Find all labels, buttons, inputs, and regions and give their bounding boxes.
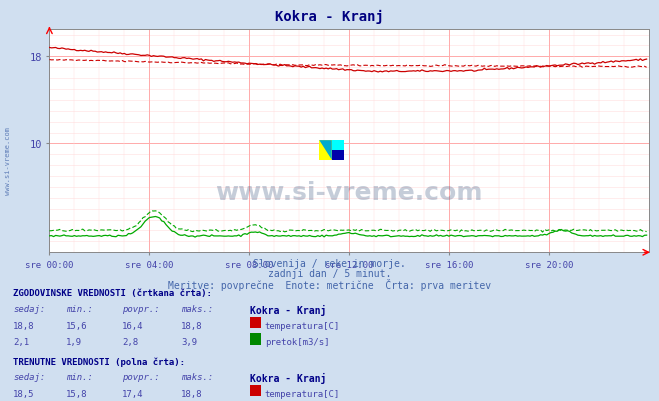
Bar [320,141,331,160]
Text: TRENUTNE VREDNOSTI (polna črta):: TRENUTNE VREDNOSTI (polna črta): [13,357,185,367]
Text: 18,8: 18,8 [181,321,203,330]
Text: 18,8: 18,8 [181,389,203,398]
Text: sedaj:: sedaj: [13,304,45,313]
Text: 17,4: 17,4 [122,389,144,398]
Polygon shape [320,141,331,160]
Text: pretok[m3/s]: pretok[m3/s] [265,338,330,346]
Text: temperatura[C]: temperatura[C] [265,321,340,330]
Text: 1,9: 1,9 [66,338,82,346]
Text: Kokra - Kranj: Kokra - Kranj [250,304,327,315]
Text: Slovenija / reke in morje.: Slovenija / reke in morje. [253,259,406,269]
Text: ZGODOVINSKE VREDNOSTI (črtkana črta):: ZGODOVINSKE VREDNOSTI (črtkana črta): [13,289,212,298]
Text: www.si-vreme.com: www.si-vreme.com [215,181,483,205]
Text: www.si-vreme.com: www.si-vreme.com [5,126,11,194]
Text: Meritve: povprečne  Enote: metrične  Črta: prva meritev: Meritve: povprečne Enote: metrične Črta:… [168,279,491,291]
Text: maks.:: maks.: [181,304,214,313]
Text: zadnji dan / 5 minut.: zadnji dan / 5 minut. [268,269,391,279]
Text: sedaj:: sedaj: [13,372,45,381]
Text: 3,9: 3,9 [181,338,197,346]
Text: 2,1: 2,1 [13,338,29,346]
Bar [331,141,344,151]
Text: min.:: min.: [66,372,93,381]
Text: 2,8: 2,8 [122,338,138,346]
Text: Kokra - Kranj: Kokra - Kranj [275,10,384,24]
Text: povpr.:: povpr.: [122,372,159,381]
Text: 16,4: 16,4 [122,321,144,330]
Text: 18,5: 18,5 [13,389,35,398]
Text: temperatura[C]: temperatura[C] [265,389,340,398]
Text: maks.:: maks.: [181,372,214,381]
Text: 18,8: 18,8 [13,321,35,330]
Text: min.:: min.: [66,304,93,313]
Bar [331,151,344,160]
Text: 15,8: 15,8 [66,389,88,398]
Text: Kokra - Kranj: Kokra - Kranj [250,372,327,383]
Text: povpr.:: povpr.: [122,304,159,313]
Text: 15,6: 15,6 [66,321,88,330]
